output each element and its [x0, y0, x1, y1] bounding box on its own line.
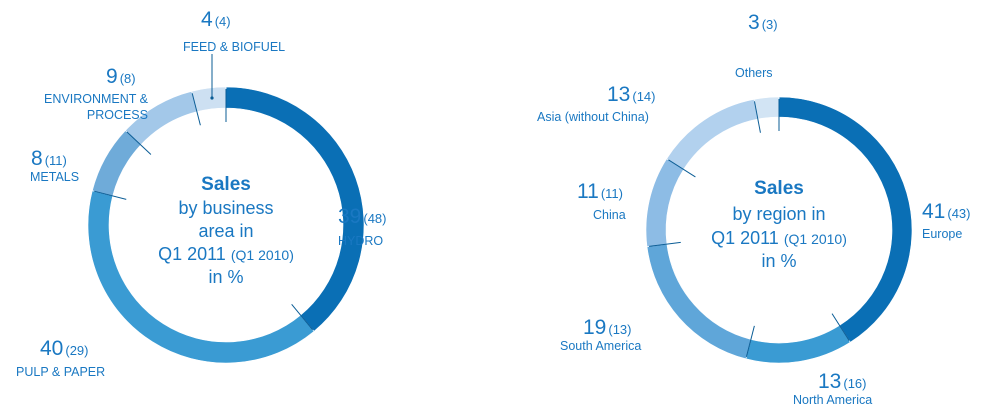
business-area-center-period: Q1 2011 [158, 244, 226, 264]
region-donut: Sales by region in Q1 2011 (Q1 2010) in … [537, 11, 971, 407]
hydro-value-label: 39 (48) [338, 205, 387, 228]
feed-biofuel-label: FEED & BIOFUEL [183, 40, 285, 54]
divider-south-america [745, 325, 755, 358]
divider-feed-biofuel [191, 93, 201, 126]
others-value-label: 3 (3) [748, 11, 778, 34]
slice-others [753, 96, 780, 120]
region-slices [645, 96, 913, 364]
business-area-dividers [94, 89, 314, 331]
environment-process-label-line-1: ENVIRONMENT & [44, 92, 149, 106]
asia-label: Asia (without China) [537, 110, 649, 124]
south-america-value-label: 19 (13) [583, 316, 632, 339]
business-area-center-line-2: area in [198, 221, 253, 241]
china-label: China [593, 208, 626, 222]
region-center-title: Sales [754, 178, 804, 199]
business-area-slices [87, 86, 365, 364]
feed-biofuel-value-label: 4 (4) [201, 8, 231, 31]
environment-process-value-label: 9 (8) [106, 65, 136, 88]
others-label: Others [735, 66, 773, 80]
north-america-value-label: 13 (16) [818, 370, 867, 393]
divider-asia-without-china [668, 159, 696, 178]
divider-metals [94, 190, 127, 200]
region-center-period: Q1 2011 [711, 228, 779, 248]
region-center-line-1: by region in [732, 204, 825, 224]
pulp-paper-label: PULP & PAPER [16, 365, 105, 379]
business-area-center-line-1: by business [178, 198, 273, 218]
europe-value-label: 41 (43) [922, 200, 971, 223]
divider-others [753, 101, 761, 133]
china-value-label: 11 (11) [577, 180, 623, 203]
region-center-line-2: Q1 2011 (Q1 2010) [711, 228, 847, 248]
metals-value-label: 8 (11) [31, 147, 67, 170]
slice-north-america [745, 324, 851, 364]
divider-china [648, 241, 681, 247]
region-dividers [648, 99, 850, 358]
feed-biofuel-leader-dot [210, 96, 214, 100]
slice-metals [91, 130, 142, 197]
slice-china [645, 158, 685, 248]
north-america-label: North America [793, 393, 872, 407]
divider-north-america [831, 313, 850, 341]
metals-label: METALS [30, 170, 79, 184]
business-area-center-line-3: Q1 2011 (Q1 2010) [158, 244, 294, 264]
slice-feed-biofuel [191, 86, 227, 113]
south-america-label: South America [560, 339, 641, 353]
environment-process-label-line-2: PROCESS [87, 108, 148, 122]
hydro-label: HYDRO [338, 234, 383, 248]
business-area-donut: Sales by business area in Q1 2011 (Q1 20… [16, 8, 387, 379]
business-area-center-unit: in % [208, 267, 243, 287]
divider-environment-process [126, 131, 152, 155]
business-area-center-title: Sales [201, 174, 251, 195]
pulp-paper-value-label: 40 (29) [40, 337, 89, 360]
europe-label: Europe [922, 227, 962, 241]
divider-pulp-paper [291, 304, 314, 331]
asia-value-label: 13 (14) [607, 83, 656, 106]
region-center-prev-period: (Q1 2010) [784, 231, 847, 247]
slice-asia-without-china [666, 99, 759, 170]
slice-south-america [646, 243, 752, 360]
business-area-center-prev-period: (Q1 2010) [231, 247, 294, 263]
region-center-unit: in % [761, 251, 796, 271]
